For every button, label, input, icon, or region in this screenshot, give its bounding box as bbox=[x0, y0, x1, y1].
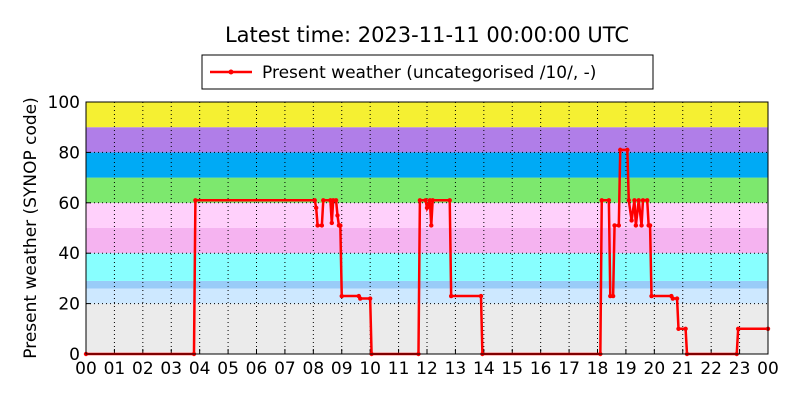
data-point bbox=[193, 198, 198, 203]
data-point bbox=[423, 198, 428, 203]
y-tick-label: 0 bbox=[69, 345, 80, 365]
y-tick-label: 20 bbox=[58, 295, 80, 315]
legend-marker bbox=[228, 69, 234, 75]
data-point bbox=[629, 218, 634, 223]
x-tick-label: 13 bbox=[445, 359, 467, 379]
data-point bbox=[618, 147, 623, 153]
background-band bbox=[86, 253, 768, 281]
data-point bbox=[640, 198, 646, 203]
data-point bbox=[636, 198, 641, 203]
y-axis-label: Present weather (SYNOP code) bbox=[21, 97, 41, 358]
data-point bbox=[329, 220, 335, 226]
background-band bbox=[86, 228, 768, 254]
x-tick-label: 07 bbox=[274, 359, 296, 379]
legend: Present weather (uncategorised /10/, -) bbox=[201, 54, 654, 90]
data-point bbox=[649, 293, 654, 299]
data-line bbox=[86, 148, 768, 356]
x-tick-label: 17 bbox=[558, 359, 580, 379]
data-point bbox=[645, 198, 650, 203]
x-tick-label: 00 bbox=[75, 359, 97, 379]
data-point bbox=[674, 296, 680, 301]
x-tick-label: 10 bbox=[359, 359, 381, 379]
data-point bbox=[321, 198, 326, 203]
background-band bbox=[86, 303, 768, 354]
x-tick-label: 12 bbox=[416, 359, 438, 379]
data-point bbox=[315, 223, 320, 228]
data-point bbox=[319, 223, 325, 228]
data-point bbox=[625, 147, 630, 153]
data-point bbox=[338, 223, 343, 228]
data-point bbox=[448, 293, 454, 299]
x-tick-label: 22 bbox=[700, 359, 722, 379]
data-point bbox=[333, 198, 339, 203]
data-point bbox=[430, 198, 435, 203]
data-point bbox=[612, 223, 617, 228]
x-tick-label: 01 bbox=[104, 359, 126, 379]
data-point bbox=[670, 296, 676, 301]
data-point bbox=[478, 293, 484, 299]
y-tick-label: 40 bbox=[58, 244, 80, 264]
data-point bbox=[447, 198, 452, 203]
x-tick-label: 18 bbox=[587, 359, 609, 379]
x-tick-label: 06 bbox=[246, 359, 268, 379]
x-tick-label: 14 bbox=[473, 359, 495, 379]
data-point bbox=[424, 205, 430, 211]
y-tick-label: 80 bbox=[58, 143, 80, 163]
plot-frame bbox=[85, 101, 769, 355]
data-point bbox=[606, 198, 612, 203]
data-point bbox=[313, 205, 319, 211]
data-point bbox=[626, 198, 631, 203]
data-point bbox=[417, 198, 423, 203]
data-point bbox=[639, 223, 644, 228]
data-point bbox=[610, 293, 616, 299]
background-band bbox=[86, 288, 768, 304]
x-tick-label: 05 bbox=[217, 359, 239, 379]
y-tick-label: 100 bbox=[48, 93, 80, 113]
x-tick-label: 19 bbox=[615, 359, 637, 379]
data-point bbox=[647, 223, 653, 228]
background-band bbox=[86, 280, 768, 289]
data-point bbox=[616, 223, 622, 228]
data-point bbox=[599, 198, 604, 203]
x-tick-label: 20 bbox=[644, 359, 666, 379]
x-tick-label: 08 bbox=[303, 359, 325, 379]
x-tick-label: 11 bbox=[388, 359, 410, 379]
x-tick-label: 02 bbox=[132, 359, 154, 379]
background-band bbox=[86, 152, 768, 178]
x-tick-label: 04 bbox=[189, 359, 211, 379]
data-point bbox=[676, 326, 681, 331]
x-tick-label: 21 bbox=[672, 359, 694, 379]
data-point bbox=[335, 213, 340, 218]
data-point bbox=[429, 223, 434, 228]
data-point bbox=[735, 326, 741, 331]
data-point bbox=[632, 198, 637, 203]
x-tick-label: 03 bbox=[160, 359, 182, 379]
data-point bbox=[683, 326, 688, 331]
x-tick-label: 16 bbox=[530, 359, 552, 379]
x-tick-label: 23 bbox=[729, 359, 751, 379]
background-band bbox=[86, 127, 768, 153]
chart-title: Latest time: 2023-11-11 00:00:00 UTC bbox=[225, 23, 629, 47]
data-point bbox=[367, 296, 373, 301]
data-point bbox=[633, 223, 639, 228]
x-tick-label: 09 bbox=[331, 359, 353, 379]
data-point bbox=[358, 296, 363, 301]
legend-box bbox=[201, 54, 654, 90]
legend-label: Present weather (uncategorised /10/, -) bbox=[262, 63, 596, 83]
x-tick-label: 00 bbox=[757, 359, 779, 379]
data-point bbox=[339, 293, 344, 299]
data-point bbox=[312, 198, 317, 203]
x-tick-label: 15 bbox=[501, 359, 523, 379]
y-tick-label: 60 bbox=[58, 194, 80, 214]
